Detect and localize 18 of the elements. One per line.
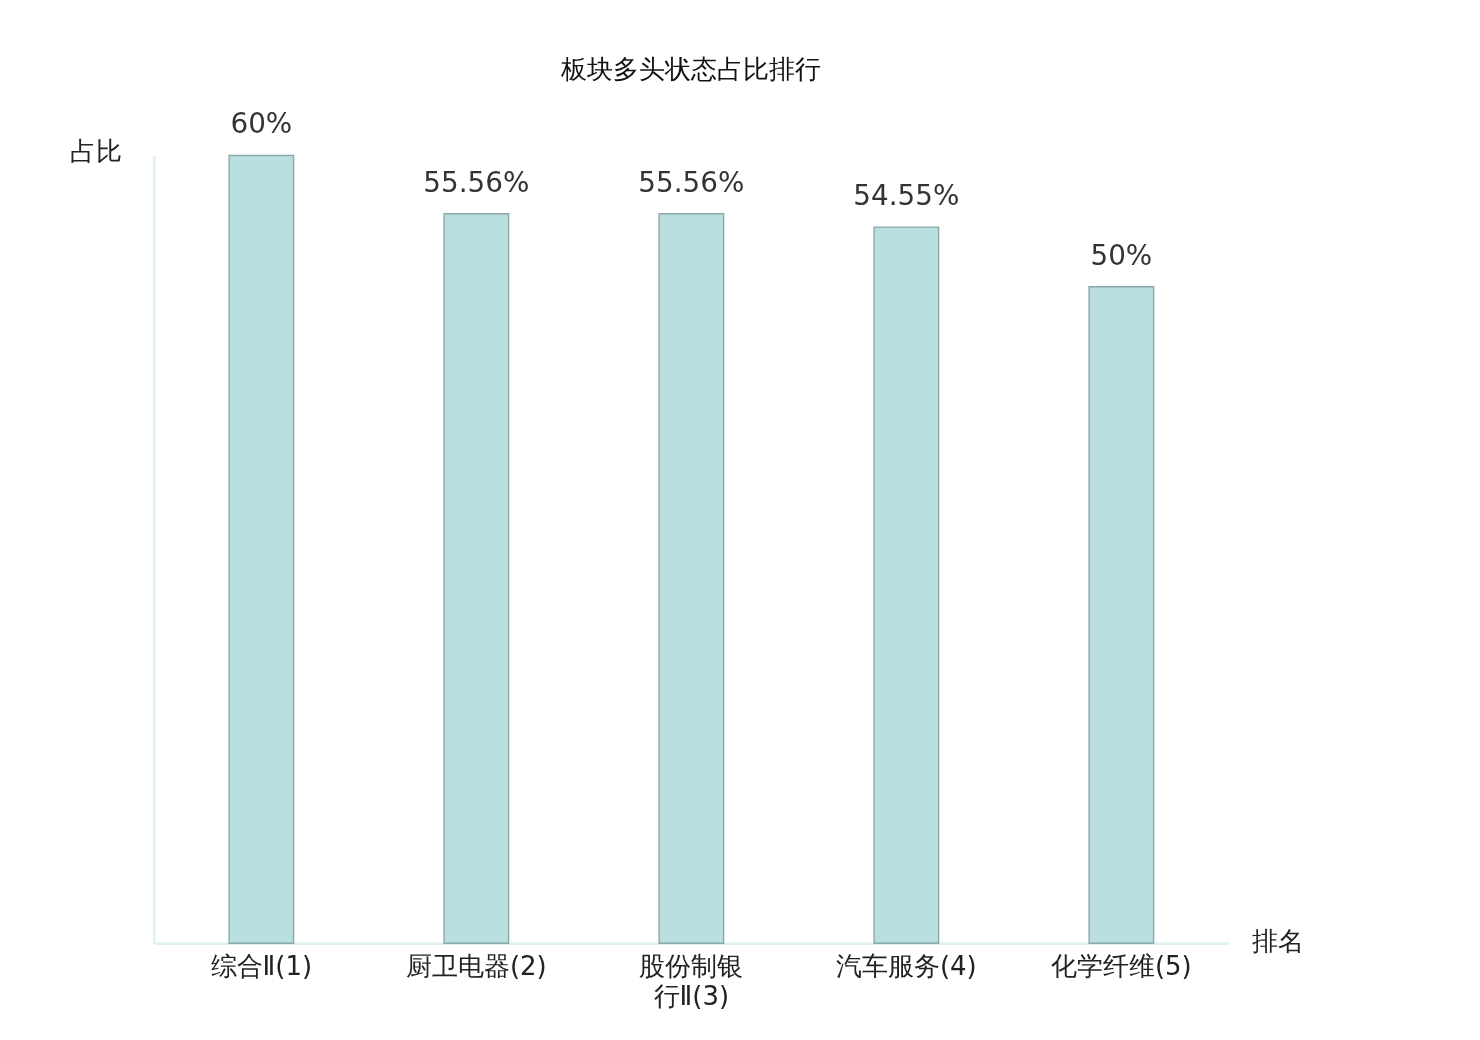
- x-tick-label: 厨卫电器(2): [405, 951, 547, 982]
- bar: [658, 213, 725, 944]
- data-label: 60%: [230, 107, 293, 141]
- bar: [1088, 286, 1155, 944]
- x-axis-title: 排名: [1252, 926, 1305, 957]
- data-label: 55.56%: [638, 165, 745, 199]
- x-tick-label: 综合Ⅱ(1): [210, 951, 313, 982]
- bar: [443, 213, 510, 944]
- bar: [873, 226, 940, 944]
- x-tick-label: 汽车服务(4): [835, 951, 977, 982]
- x-tick-label: 化学纤维(5): [1050, 951, 1192, 982]
- chart-title: 板块多头状态占比排行: [560, 53, 822, 84]
- data-label: 55.56%: [423, 165, 530, 199]
- bar: [228, 154, 295, 944]
- x-tick-label: 股份制银行Ⅱ(3): [639, 951, 744, 1011]
- y-axis-title: 占比: [69, 135, 122, 166]
- data-label: 50%: [1090, 238, 1153, 272]
- data-label: 54.55%: [853, 178, 960, 212]
